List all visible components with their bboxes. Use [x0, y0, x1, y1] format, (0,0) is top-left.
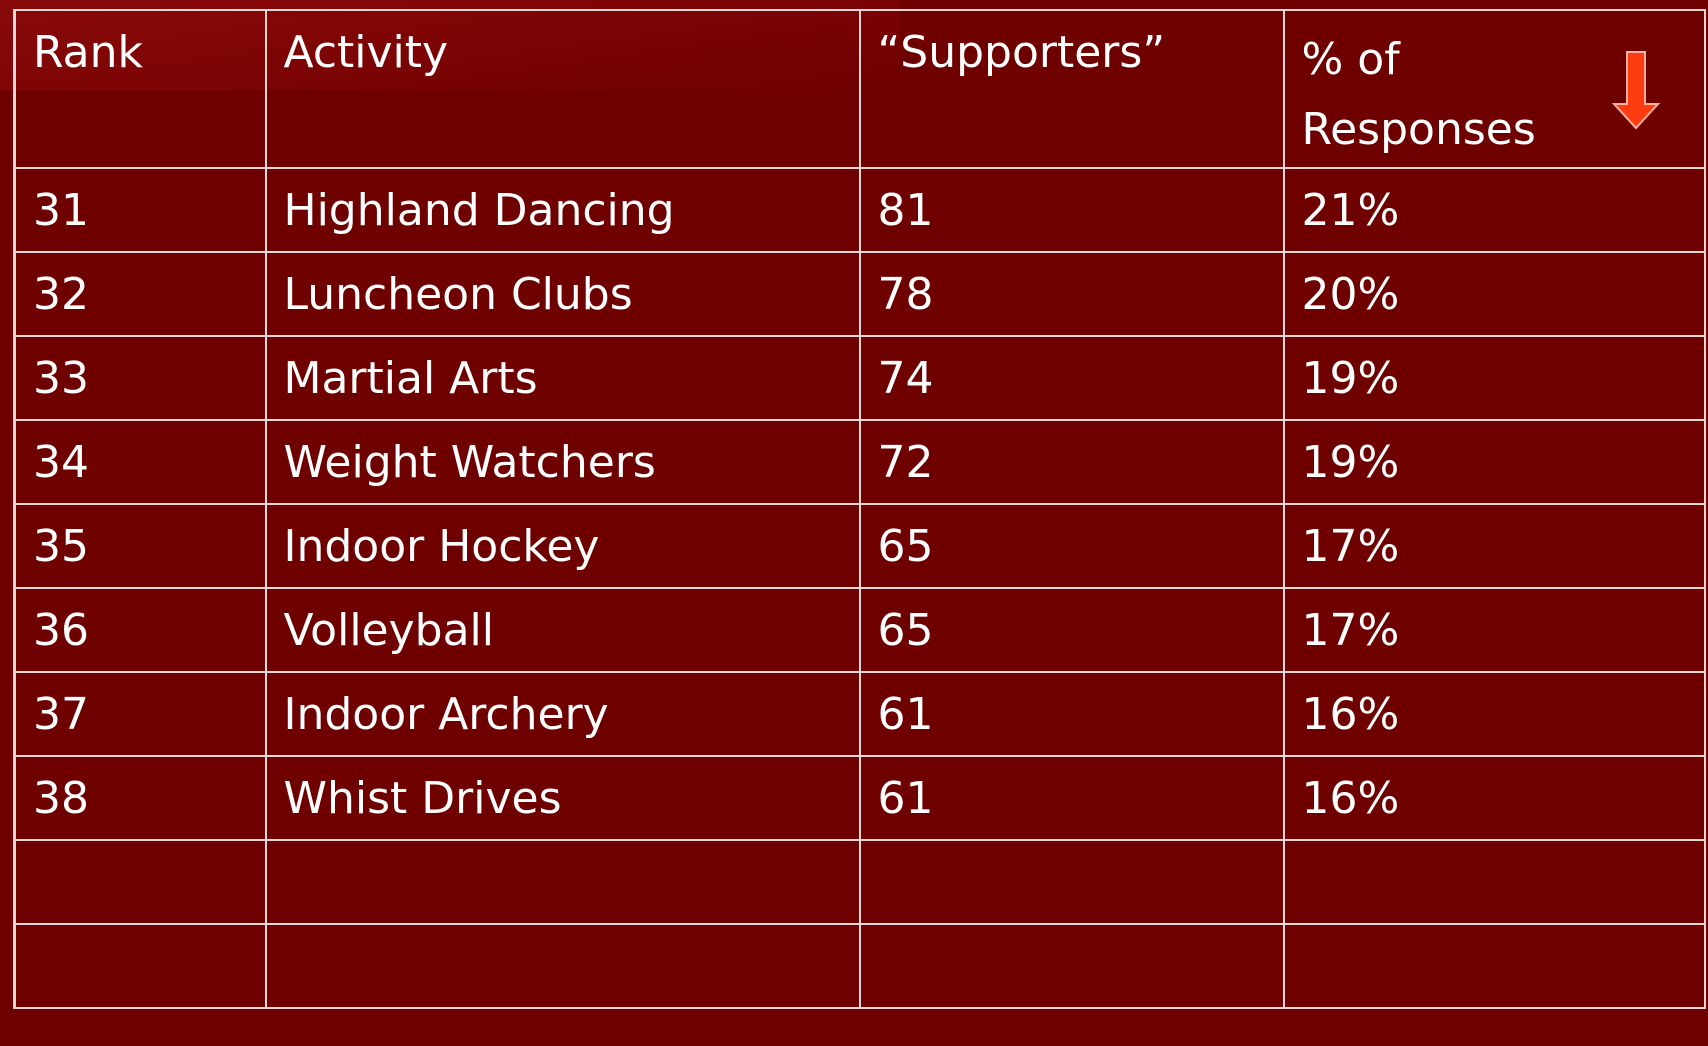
table-body: Rank Activity “Supporters” % of Response…	[13, 9, 1706, 1009]
table-cell: Luncheon Clubs	[264, 251, 861, 337]
table-row: 33 Martial Arts 74 19%	[13, 335, 1706, 421]
table-row: 37 Indoor Archery 61 16%	[13, 671, 1706, 757]
table-row: 31 Highland Dancing 81 21%	[13, 167, 1706, 253]
header-text: Activity	[283, 27, 449, 78]
header-cell: Rank	[13, 9, 267, 169]
table-cell: 81	[858, 167, 1285, 253]
table-cell: Whist Drives	[264, 755, 861, 841]
table-cell: 35	[13, 503, 267, 589]
header-text: Rank	[33, 27, 143, 78]
empty-cell	[13, 839, 267, 925]
table-cell: 61	[858, 755, 1285, 841]
table-cell: 34	[13, 419, 267, 505]
table-cell: 38	[13, 755, 267, 841]
table-row: 32 Luncheon Clubs 78 20%	[13, 251, 1706, 337]
table-cell: 72	[858, 419, 1285, 505]
table-cell: 31	[13, 167, 267, 253]
header-row: Rank Activity “Supporters” % of Response…	[13, 9, 1706, 169]
empty-cell	[264, 839, 861, 925]
table-cell: 32	[13, 251, 267, 337]
empty-cell	[858, 839, 1285, 925]
empty-cell	[858, 923, 1285, 1009]
table-cell: 20%	[1282, 251, 1706, 337]
table-cell: Indoor Archery	[264, 671, 861, 757]
empty-cell	[1282, 923, 1706, 1009]
table-cell: 65	[858, 503, 1285, 589]
table-row: 38 Whist Drives 61 16%	[13, 755, 1706, 841]
table-cell: 65	[858, 587, 1285, 673]
table-cell: Highland Dancing	[264, 167, 861, 253]
table-cell: 17%	[1282, 503, 1706, 589]
table-cell: 16%	[1282, 755, 1706, 841]
empty-cell	[264, 923, 861, 1009]
empty-row	[13, 923, 1706, 1009]
empty-cell	[13, 923, 267, 1009]
sort-arrow	[1612, 51, 1661, 130]
table-cell: 19%	[1282, 335, 1706, 421]
table-row: 36 Volleyball 65 17%	[13, 587, 1706, 673]
table-cell: 33	[13, 335, 267, 421]
header-cell: Activity	[264, 9, 861, 169]
header-text: “Supporters”	[877, 27, 1166, 78]
table-cell: 74	[858, 335, 1285, 421]
table-row: 35 Indoor Hockey 65 17%	[13, 503, 1706, 589]
table-cell: Volleyball	[264, 587, 861, 673]
header-cell: “Supporters”	[858, 9, 1285, 169]
table-row: 34 Weight Watchers 72 19%	[13, 419, 1706, 505]
table-cell: 37	[13, 671, 267, 757]
activity-table: Rank Activity “Supporters” % of Response…	[13, 9, 1706, 1009]
table-cell: 21%	[1282, 167, 1706, 253]
table-cell: Indoor Hockey	[264, 503, 861, 589]
table-cell: 19%	[1282, 419, 1706, 505]
table-cell: 17%	[1282, 587, 1706, 673]
table-cell: 16%	[1282, 671, 1706, 757]
table-cell: 78	[858, 251, 1285, 337]
empty-row	[13, 839, 1706, 925]
table-cell: 61	[858, 671, 1285, 757]
header-cell: % of Responses	[1282, 9, 1706, 169]
table-cell: Weight Watchers	[264, 419, 861, 505]
table-cell: 36	[13, 587, 267, 673]
header-text: % of Responses	[1301, 34, 1536, 155]
empty-cell	[1282, 839, 1706, 925]
table-cell: Martial Arts	[264, 335, 861, 421]
